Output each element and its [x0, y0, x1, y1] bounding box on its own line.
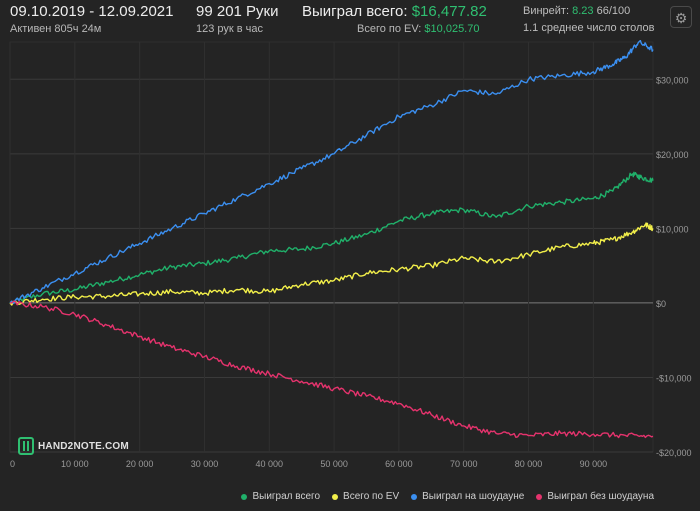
date-range[interactable]: 09.10.2019 - 12.09.2021: [10, 3, 174, 20]
winrate-suffix: 66/100: [596, 5, 631, 17]
series-line: [9, 222, 654, 306]
active-time: Активен 805ч 24м: [10, 23, 102, 35]
winrate-label: Винрейт:: [523, 5, 570, 17]
legend-item[interactable]: Выиграл всего: [241, 491, 320, 502]
won-total-value: $16,477.82: [411, 3, 487, 20]
x-tick-label: 0: [10, 459, 15, 469]
legend-swatch: [332, 493, 339, 500]
line-chart: 0 10 000 20 000 30 000 40 000 50 000 60 000 70 …: [9, 40, 692, 469]
avg-tables: 1.1 среднее число столов: [523, 22, 655, 34]
x-tick-label: 70 000: [450, 459, 478, 469]
y-tick-label: -$10,000: [656, 373, 692, 383]
legend-item[interactable]: Выиграл на шоудауне: [411, 491, 524, 502]
x-tick-label: 40 000: [256, 459, 284, 469]
series-line: [9, 300, 654, 439]
legend-label: Выиграл на шоудауне: [422, 491, 525, 502]
watermark-text: HAND2NOTE.COM: [38, 440, 129, 452]
x-tick-label: 30 000: [191, 459, 219, 469]
legend-item[interactable]: Всего по EV: [332, 491, 399, 502]
legend-label: Выиграл без шоудауна: [547, 491, 654, 502]
x-tick-label: 50 000: [320, 459, 348, 469]
y-tick-label: $20,000: [656, 150, 689, 160]
legend-item[interactable]: Выиграл без шоудауна: [536, 491, 654, 502]
y-tick-label: $0: [656, 299, 666, 309]
winrate-value: 8.23: [572, 5, 594, 17]
series-line: [9, 171, 654, 304]
hands-per-hour: 123 рук в час: [196, 23, 264, 35]
x-tick-label: 90 000: [580, 459, 608, 469]
legend-swatch: [241, 493, 248, 500]
ev-total-value: $10,025.70: [424, 23, 480, 35]
chart-series: [9, 40, 654, 439]
y-axis: $30,000 $20,000 $10,000 $0 -$10,000 -$20,000: [656, 75, 692, 458]
chart-grid: [9, 41, 654, 453]
x-tick-label: 10 000: [61, 459, 89, 469]
y-tick-label: $30,000: [656, 75, 689, 85]
h2n-logo-icon: [18, 437, 34, 455]
ev-total-label: Всего по EV:: [357, 23, 422, 35]
gear-icon[interactable]: ⚙: [670, 6, 692, 28]
x-tick-label: 80 000: [515, 459, 543, 469]
winrate: Винрейт: 8.23 66/100: [523, 5, 630, 17]
legend-label: Всего по EV: [343, 491, 400, 502]
legend-swatch: [411, 493, 418, 500]
watermark: HAND2NOTE.COM: [18, 437, 129, 455]
y-tick-label: $10,000: [656, 224, 689, 234]
won-total-label: Выиграл всего:: [302, 3, 408, 20]
y-tick-label: -$20,000: [656, 448, 692, 458]
x-tick-label: 20 000: [126, 459, 154, 469]
ev-total: Всего по EV: $10,025.70: [357, 23, 479, 35]
x-tick-label: 60 000: [385, 459, 413, 469]
won-total: Выиграл всего: $16,477.82: [302, 3, 487, 20]
x-axis: 0 10 000 20 000 30 000 40 000 50 000 60 000 70 …: [10, 459, 607, 469]
legend-label: Выиграл всего: [252, 491, 321, 502]
hands-count: 99 201 Руки: [196, 3, 279, 20]
series-line: [9, 40, 654, 305]
legend-swatch: [536, 493, 543, 500]
chart-legend: Выиграл всего Всего по EV Выиграл на шоуда…: [241, 491, 654, 502]
